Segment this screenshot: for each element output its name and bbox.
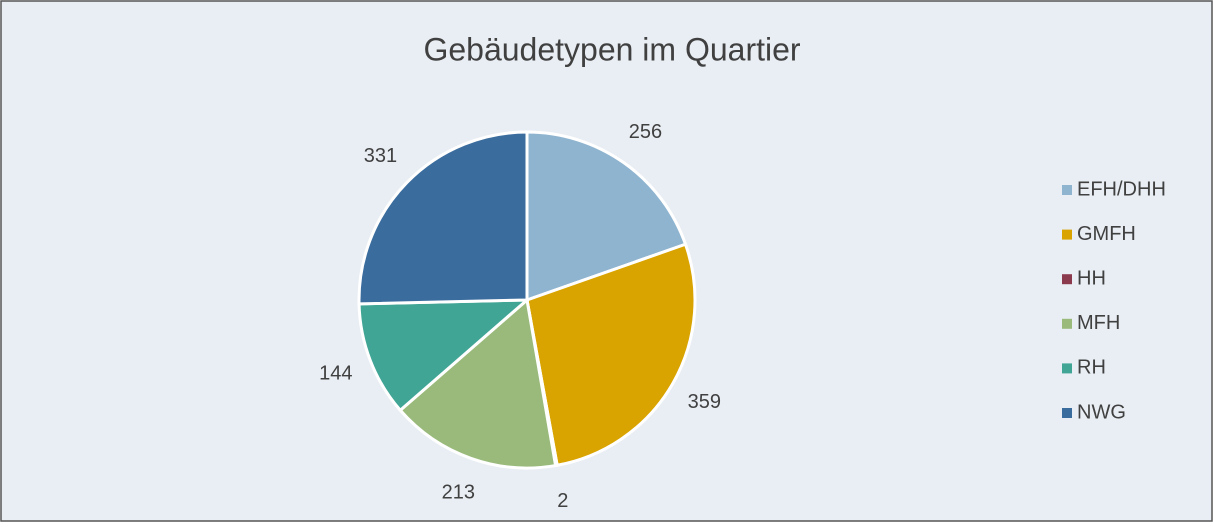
data-label: 256 (629, 121, 662, 143)
pie-slice (357, 130, 529, 306)
legend-label: HH (1077, 267, 1106, 289)
legend-label: GMFH (1077, 223, 1136, 245)
legend-swatch (1062, 185, 1072, 195)
legend-swatch (1062, 229, 1072, 240)
legend-swatch (1062, 274, 1072, 285)
legend-label: MFH (1077, 312, 1120, 334)
legend-label: NWG (1077, 401, 1126, 423)
pie-slice (398, 297, 558, 470)
legend-swatch (1062, 363, 1072, 374)
legend-swatch (1062, 408, 1072, 418)
data-label: 144 (319, 362, 352, 384)
pie-slice (525, 242, 697, 468)
chart-title: Gebäudetypen im Quartier (423, 31, 800, 67)
legend-label: RH (1077, 357, 1106, 379)
pie-slice (357, 298, 532, 413)
legend-label: EFH/DHH (1077, 178, 1166, 200)
data-label: 331 (364, 145, 397, 167)
data-label: 213 (442, 481, 475, 503)
legend-swatch (1062, 318, 1072, 329)
data-label: 2 (557, 490, 568, 512)
data-label: 359 (688, 391, 721, 413)
